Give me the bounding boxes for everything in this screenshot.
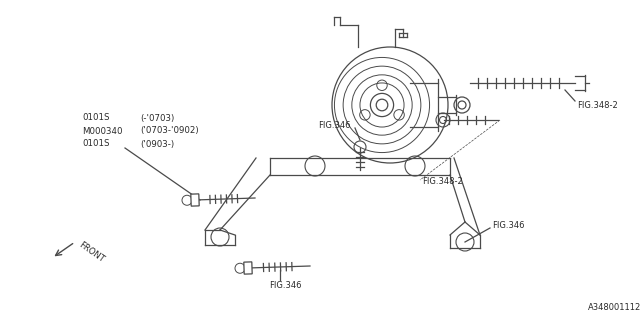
Text: A348001112: A348001112 bbox=[588, 303, 640, 313]
Text: (-'0703): (-'0703) bbox=[140, 114, 174, 123]
Polygon shape bbox=[191, 194, 199, 206]
Text: ('0903-): ('0903-) bbox=[140, 140, 174, 148]
Text: ('0703-'0902): ('0703-'0902) bbox=[140, 126, 198, 135]
Text: FIG.348-2: FIG.348-2 bbox=[577, 100, 618, 109]
Text: FIG.346: FIG.346 bbox=[318, 122, 351, 131]
Text: FIG.348-2: FIG.348-2 bbox=[422, 178, 463, 187]
Text: 0101S: 0101S bbox=[82, 140, 109, 148]
Text: FIG.346: FIG.346 bbox=[492, 221, 525, 230]
Text: 0101S: 0101S bbox=[82, 114, 109, 123]
Text: M000340: M000340 bbox=[82, 126, 122, 135]
Polygon shape bbox=[244, 262, 252, 274]
Text: FIG.346: FIG.346 bbox=[269, 281, 301, 290]
Text: FRONT: FRONT bbox=[77, 240, 106, 264]
